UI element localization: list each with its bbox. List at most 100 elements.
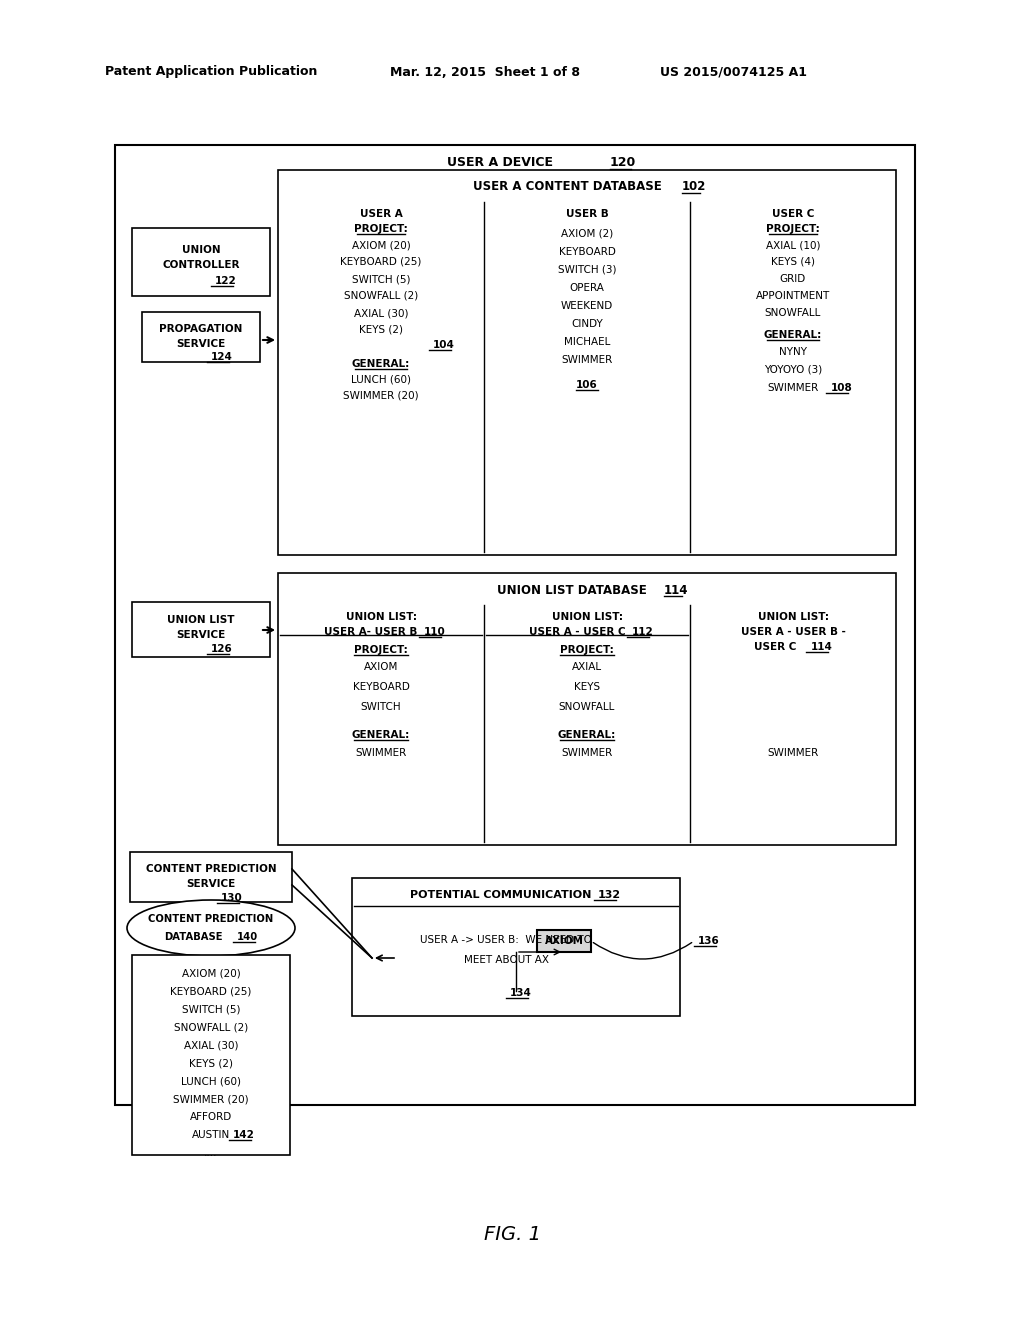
Bar [352, 878, 680, 1016]
Bar [278, 573, 896, 845]
Text: SERVICE: SERVICE [176, 630, 225, 640]
Text: SERVICE: SERVICE [186, 879, 236, 888]
Bar [132, 228, 270, 296]
Text: GENERAL:: GENERAL: [352, 730, 411, 741]
Bar [132, 954, 290, 1155]
Text: AXIAL (10): AXIAL (10) [766, 240, 820, 249]
Text: KEYS (2): KEYS (2) [189, 1059, 233, 1068]
Text: USER C: USER C [754, 642, 797, 652]
Text: UNION LIST:: UNION LIST: [345, 612, 417, 622]
Text: USER A -> USER B:  WE NEED TO: USER A -> USER B: WE NEED TO [420, 935, 592, 945]
Text: 106: 106 [577, 380, 598, 389]
Text: USER A - USER B -: USER A - USER B - [740, 627, 846, 638]
Text: SWIMMER (20): SWIMMER (20) [343, 391, 419, 401]
Text: 114: 114 [811, 642, 833, 652]
Text: 126: 126 [211, 644, 232, 653]
Text: KEYS (2): KEYS (2) [359, 325, 403, 335]
Text: UNION LIST:: UNION LIST: [552, 612, 623, 622]
Text: 102: 102 [682, 181, 707, 194]
Text: OPERA: OPERA [569, 282, 604, 293]
Text: US 2015/0074125 A1: US 2015/0074125 A1 [660, 66, 807, 78]
Text: YOYOYO (3): YOYOYO (3) [764, 366, 822, 375]
Text: MEET ABOUT AX: MEET ABOUT AX [464, 954, 549, 965]
Bar [115, 145, 915, 1105]
Text: SWITCH: SWITCH [360, 702, 401, 711]
Text: USER A: USER A [359, 209, 402, 219]
Text: AFFORD: AFFORD [189, 1111, 232, 1122]
Text: SWIMMER: SWIMMER [355, 748, 407, 758]
Text: 110: 110 [424, 627, 445, 638]
Bar [537, 931, 591, 952]
Text: SWITCH (3): SWITCH (3) [558, 265, 616, 275]
Text: AXIAL (30): AXIAL (30) [183, 1040, 239, 1049]
Bar [142, 312, 260, 362]
Text: PROPAGATION: PROPAGATION [160, 323, 243, 334]
Text: ....: .... [204, 1148, 218, 1158]
Text: LUNCH (60): LUNCH (60) [181, 1076, 241, 1086]
Text: 114: 114 [664, 583, 688, 597]
Text: 112: 112 [632, 627, 653, 638]
Text: SNOWFALL (2): SNOWFALL (2) [174, 1022, 248, 1032]
Text: 108: 108 [831, 383, 853, 393]
Text: UNION: UNION [181, 246, 220, 255]
Text: USER C: USER C [772, 209, 814, 219]
Bar [130, 851, 292, 902]
Text: USER A DEVICE: USER A DEVICE [447, 157, 553, 169]
Text: GENERAL:: GENERAL: [558, 730, 616, 741]
Text: UNION LIST DATABASE: UNION LIST DATABASE [497, 583, 647, 597]
Text: 134: 134 [510, 987, 531, 998]
Text: DATABASE: DATABASE [164, 932, 222, 942]
Bar [278, 170, 896, 554]
Text: 120: 120 [610, 157, 636, 169]
Text: 104: 104 [433, 341, 455, 350]
Text: USER A- USER B: USER A- USER B [325, 627, 418, 638]
Text: PROJECT:: PROJECT: [766, 224, 820, 234]
Text: PROJECT:: PROJECT: [354, 224, 408, 234]
Text: AUSTIN: AUSTIN [191, 1130, 230, 1140]
Text: AXIOM (20): AXIOM (20) [351, 240, 411, 249]
Text: GRID: GRID [780, 275, 806, 284]
Text: GENERAL:: GENERAL: [764, 330, 822, 341]
Text: SWIMMER: SWIMMER [561, 355, 612, 366]
Text: 130: 130 [221, 894, 243, 903]
Text: SWIMMER (20): SWIMMER (20) [173, 1094, 249, 1104]
Text: AXIOM (20): AXIOM (20) [181, 968, 241, 978]
Text: SNOWFALL: SNOWFALL [559, 702, 615, 711]
Text: 136: 136 [698, 936, 720, 946]
Text: POTENTIAL COMMUNICATION: POTENTIAL COMMUNICATION [411, 890, 592, 900]
Text: UNION LIST: UNION LIST [167, 615, 234, 624]
Text: 142: 142 [233, 1130, 255, 1140]
Text: UNION LIST:: UNION LIST: [758, 612, 828, 622]
Text: LUNCH (60): LUNCH (60) [351, 375, 411, 385]
Text: SERVICE: SERVICE [176, 339, 225, 348]
Text: KEYBOARD: KEYBOARD [558, 247, 615, 257]
Text: 122: 122 [215, 276, 237, 286]
Text: CINDY: CINDY [571, 319, 603, 329]
Text: USER A - USER C: USER A - USER C [528, 627, 626, 638]
Text: SWITCH (5): SWITCH (5) [181, 1005, 241, 1014]
Text: APPOINTMENT: APPOINTMENT [756, 290, 830, 301]
Text: SWIMMER: SWIMMER [561, 748, 612, 758]
Text: SNOWFALL (2): SNOWFALL (2) [344, 290, 418, 301]
Bar [132, 602, 270, 657]
Text: USER B: USER B [565, 209, 608, 219]
Text: Patent Application Publication: Patent Application Publication [105, 66, 317, 78]
Text: KEYS (4): KEYS (4) [771, 257, 815, 267]
Text: KEYS: KEYS [573, 682, 600, 692]
Text: 132: 132 [598, 890, 622, 900]
Text: KEYBOARD (25): KEYBOARD (25) [340, 257, 422, 267]
Text: GENERAL:: GENERAL: [352, 359, 411, 370]
Text: CONTENT PREDICTION: CONTENT PREDICTION [145, 865, 276, 874]
Text: PROJECT:: PROJECT: [560, 645, 613, 655]
Text: AXIOM: AXIOM [545, 936, 584, 946]
Text: AXIAL (30): AXIAL (30) [353, 308, 409, 318]
Text: SNOWFALL: SNOWFALL [765, 308, 821, 318]
Ellipse shape [127, 900, 295, 956]
Text: Mar. 12, 2015  Sheet 1 of 8: Mar. 12, 2015 Sheet 1 of 8 [390, 66, 580, 78]
Text: MICHAEL: MICHAEL [564, 337, 610, 347]
Text: KEYBOARD: KEYBOARD [352, 682, 410, 692]
Text: SWITCH (5): SWITCH (5) [352, 275, 411, 284]
Text: PROJECT:: PROJECT: [354, 645, 408, 655]
Text: CONTROLLER: CONTROLLER [162, 260, 240, 271]
Text: AXIOM (2): AXIOM (2) [561, 228, 613, 239]
